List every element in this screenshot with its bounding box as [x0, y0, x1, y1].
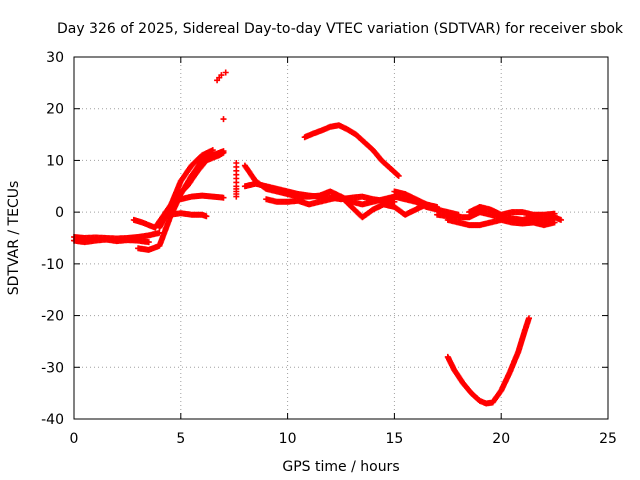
series-rise-c: [156, 147, 216, 231]
data-points: [71, 69, 564, 407]
series-vertical-stack: [233, 160, 240, 200]
series-isolated-high: [214, 69, 229, 84]
data-point-marker: [551, 219, 558, 226]
series-dip-curve: [444, 315, 532, 407]
series-baseline-early-2: [71, 229, 163, 242]
y-tick-label: -10: [41, 257, 64, 273]
x-tick-label: 0: [70, 431, 79, 447]
x-tick-label: 15: [385, 431, 403, 447]
series-flat-around-zero: [167, 210, 210, 220]
y-axis-label: SDTVAR / TECUs: [6, 181, 22, 296]
data-point-marker: [220, 116, 227, 123]
data-point-marker: [551, 210, 558, 217]
series-isolated-18: [220, 116, 227, 123]
axis-ticks: [73, 56, 609, 420]
data-point-marker: [395, 172, 402, 179]
x-tick-labels: 0 5 10 15 20 25: [70, 431, 617, 447]
y-tick-label: 30: [46, 50, 64, 66]
y-tick-label: 20: [46, 102, 64, 118]
series-mid-band-2: [241, 180, 398, 205]
data-point-marker: [209, 147, 216, 154]
series-mid-band-3: [263, 193, 441, 221]
data-point-marker: [220, 194, 227, 201]
data-point-marker: [526, 315, 532, 322]
data-point-marker: [145, 239, 152, 246]
series-late-band-3: [466, 204, 558, 218]
plot-frame: [73, 56, 609, 420]
y-tick-labels: -40 -30 -20 -10 0 10 20 30: [41, 50, 64, 428]
y-tick-label: 0: [55, 205, 64, 221]
y-tick-label: 10: [46, 153, 64, 169]
data-point-marker: [233, 193, 240, 200]
x-tick-label: 20: [492, 431, 510, 447]
data-point-marker: [222, 69, 229, 76]
data-point-marker: [218, 72, 225, 79]
y-tick-label: -40: [41, 412, 64, 428]
series-late-band-2: [444, 216, 558, 229]
x-axis-label: GPS time / hours: [282, 459, 399, 475]
data-point-marker: [391, 198, 398, 205]
series-arc-top: [301, 122, 402, 179]
series-mid-band-4: [391, 188, 462, 218]
x-tick-label: 10: [279, 431, 297, 447]
x-tick-label: 25: [599, 431, 617, 447]
chart-title: Day 326 of 2025, Sidereal Day-to-day VTE…: [57, 21, 624, 37]
series-band-three: [177, 192, 227, 203]
x-tick-label: 5: [176, 431, 185, 447]
data-point-marker: [203, 213, 210, 220]
data-point-marker: [220, 149, 227, 156]
data-point-marker: [558, 216, 564, 223]
y-tick-label: -30: [41, 360, 64, 376]
grid-lines: [74, 57, 608, 419]
y-tick-label: -20: [41, 309, 64, 325]
